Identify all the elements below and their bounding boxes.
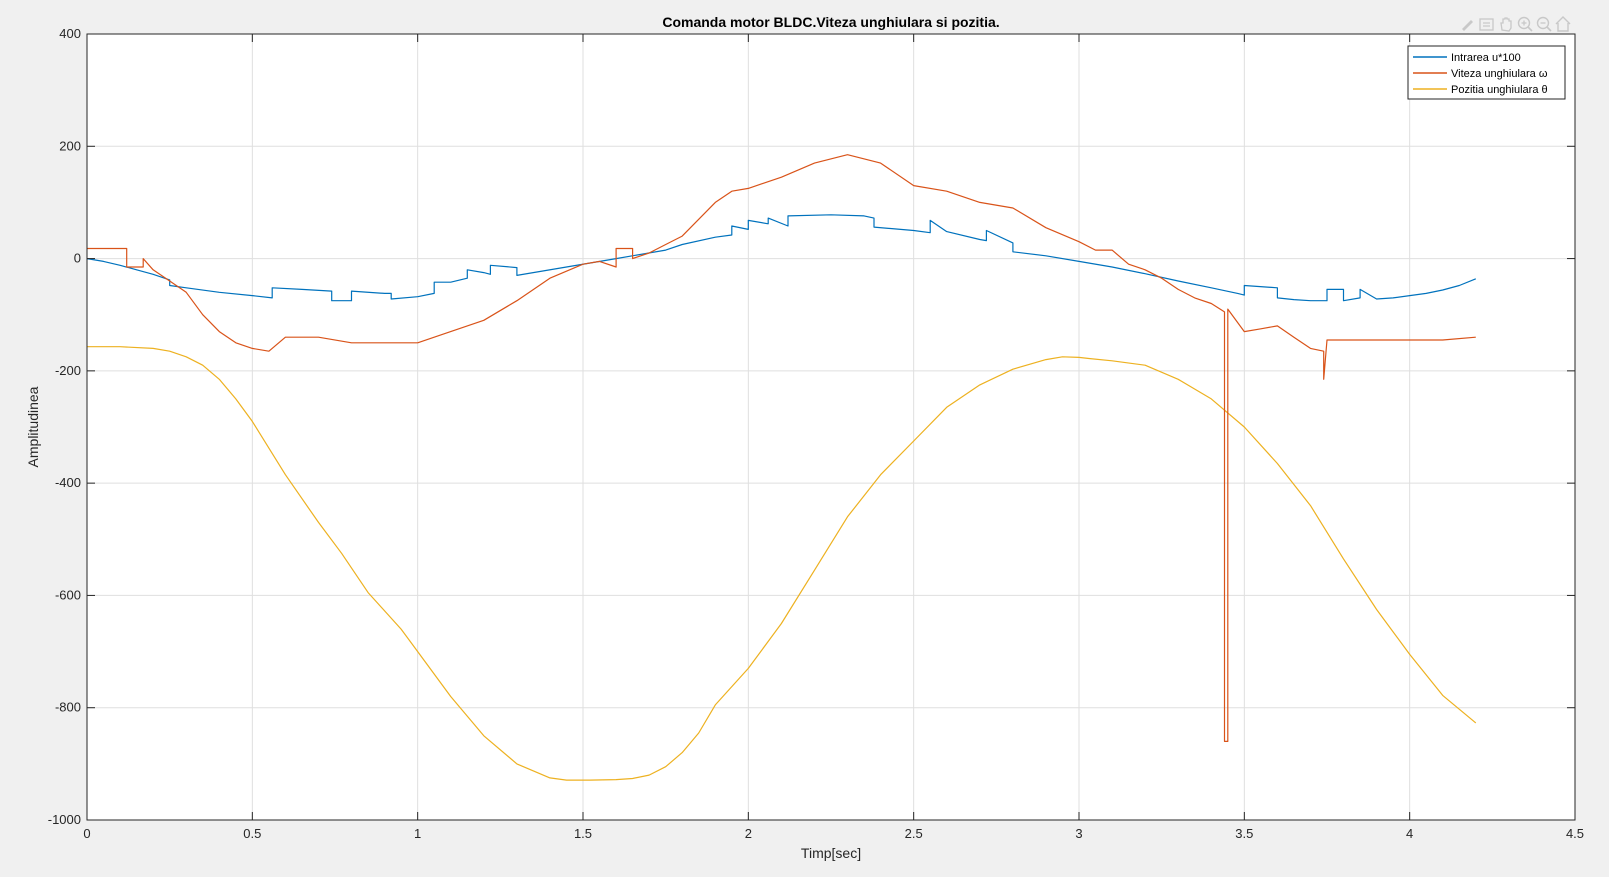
x-tick-label: 2: [745, 826, 752, 841]
x-tick-label: 4.5: [1566, 826, 1584, 841]
x-tick-label: 3: [1075, 826, 1082, 841]
zoom-out-icon[interactable]: [1536, 16, 1552, 32]
legend-label: Intrarea u*100: [1451, 52, 1521, 64]
tick-labels: 0 0.5 1 1.5 2 2.5 3 3.5 4 4.5 400 200 0 -200 -400 -600 -…: [48, 26, 1584, 841]
plot-area: [87, 34, 1575, 820]
legend-label: Viteza unghiulara ω: [1451, 68, 1548, 80]
brush-icon[interactable]: [1462, 20, 1473, 31]
y-tick-label: -600: [55, 587, 81, 602]
legend-items: Intrarea u*100 Viteza unghiulara ω Pozitia…: [1413, 52, 1548, 96]
x-tick-label: 1.5: [574, 826, 592, 841]
y-axis-label: Amplitudinea: [25, 386, 41, 467]
y-tick-label: -200: [55, 363, 81, 378]
ticks: [86, 33, 1576, 821]
series-layer: [86, 154, 1477, 781]
data-tip-icon[interactable]: [1479, 18, 1494, 31]
x-tick-label: 4: [1406, 826, 1413, 841]
home-icon[interactable]: [1555, 16, 1571, 32]
x-tick-label: 1: [414, 826, 421, 841]
x-tick-label: 0: [83, 826, 90, 841]
chart-title: Comanda motor BLDC.Viteza unghiulara si …: [662, 14, 999, 30]
legend[interactable]: Intrarea u*100 Viteza unghiulara ω Pozitia…: [1407, 45, 1566, 100]
series-line-0: [86, 214, 1477, 302]
legend-label: Pozitia unghiulara θ: [1451, 84, 1548, 96]
y-tick-label: 400: [59, 26, 81, 41]
grid: [87, 34, 1575, 820]
axes-toolbar: [1462, 16, 1571, 32]
series-line-1: [87, 154, 1476, 742]
zoom-in-icon[interactable]: [1517, 16, 1533, 32]
y-tick-label: 200: [59, 138, 81, 153]
x-tick-label: 2.5: [905, 826, 923, 841]
y-tick-label: -400: [55, 475, 81, 490]
y-tick-label: 0: [74, 251, 81, 266]
y-tick-label: -800: [55, 700, 81, 715]
x-tick-label: 3.5: [1235, 826, 1253, 841]
pan-icon[interactable]: [1500, 17, 1512, 32]
y-tick-label: -1000: [48, 812, 81, 827]
x-axis-label: Timp[sec]: [801, 845, 861, 861]
plot-frame: [86, 33, 1576, 821]
series-line-2: [87, 346, 1477, 781]
x-tick-label: 0.5: [243, 826, 261, 841]
